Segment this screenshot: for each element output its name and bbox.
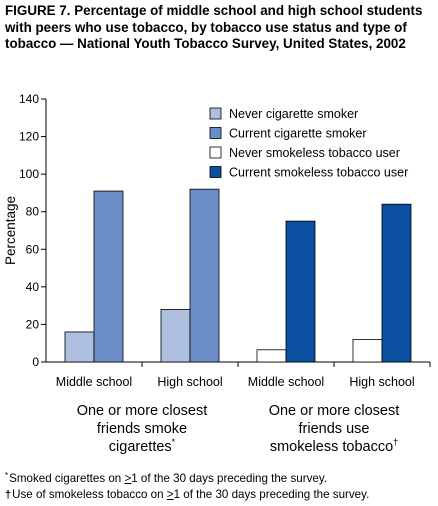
- x-tick-label: Middle school: [248, 375, 324, 389]
- bar-never_smokeless: [256, 349, 287, 363]
- bar-never_cigarette: [160, 308, 191, 363]
- legend-label: Never cigarette smoker: [229, 107, 358, 121]
- x-axis-labels: Middle school High school Middle school Hig…: [56, 375, 415, 455]
- legend-swatch-never_cigarette: [209, 107, 222, 120]
- footnote-cigarettes: *Smoked cigarettes on >1 of the 30 days …: [5, 468, 435, 487]
- y-tick-label: 60: [26, 242, 40, 256]
- figure-title: FIGURE 7. Percentage of middle school an…: [5, 3, 423, 51]
- legend-swatch-current_cigarette: [209, 127, 222, 139]
- footnote-mark: *: [5, 471, 9, 480]
- footnotes: *Smoked cigarettes on >1 of the 30 days …: [5, 468, 435, 503]
- x-tick-label: Middle school: [56, 375, 132, 389]
- legend-swatch-never_smokeless: [209, 146, 222, 159]
- footnote-symbol: >: [124, 472, 132, 485]
- y-tick-label: 20: [26, 317, 40, 331]
- footnote-text: Smoked cigarettes on: [9, 472, 125, 485]
- group-label-line: friends smoke: [97, 421, 187, 437]
- group-label-line: smokeless tobacco†: [270, 437, 398, 455]
- y-tick-label: 0: [32, 355, 39, 369]
- group-label-footnote-mark: *: [172, 437, 176, 447]
- legend-label: Never smokeless tobacco user: [229, 146, 400, 160]
- y-tick-label: 40: [26, 280, 40, 294]
- bar-current_cigarette: [93, 190, 124, 363]
- footnote-text: Use of smokeless tobacco on: [12, 488, 167, 501]
- bar-never_smokeless: [352, 339, 383, 363]
- chart-legend: Never cigarette smoker Current cigarette …: [209, 107, 408, 180]
- y-axis-label: Percentage: [3, 196, 18, 265]
- group-label-line: One or more closest: [269, 403, 400, 419]
- legend-label: Current cigarette smoker: [229, 127, 367, 141]
- legend-label: Current smokeless tobacco user: [229, 166, 408, 180]
- legend-swatch-current_smokeless: [209, 166, 222, 178]
- footnote-text: 1 of the 30 days preceding the survey.: [173, 488, 370, 501]
- group-label-line: friends use: [299, 421, 370, 437]
- chart-axes: 0 20 40 60 80 100 120 140 Percentage: [3, 92, 431, 369]
- footnote-text: 1 of the 30 days preceding the survey.: [131, 472, 327, 485]
- y-tick-label: 120: [19, 130, 39, 144]
- group-label-footnote-mark: †: [393, 437, 398, 447]
- bar-current_cigarette: [189, 188, 220, 363]
- group-label-line: cigarettes*: [109, 437, 176, 455]
- y-tick-label: 80: [26, 205, 40, 219]
- chart-bars: [64, 188, 412, 363]
- x-tick-label: High school: [157, 375, 222, 389]
- y-tick-label: 100: [19, 167, 39, 181]
- bar-never_cigarette: [64, 331, 95, 363]
- footnote-mark: †: [5, 489, 12, 501]
- bar-chart: 0 20 40 60 80 100 120 140 Percentage Middle scho…: [3, 92, 431, 455]
- footnote-smokeless: †Use of smokeless tobacco on >1 of the 3…: [5, 487, 435, 503]
- footnote-symbol: >: [166, 488, 174, 501]
- bar-current_smokeless: [381, 203, 412, 363]
- x-tick-label: High school: [349, 375, 414, 389]
- group-label-line: One or more closest: [77, 403, 208, 419]
- y-tick-label: 140: [19, 92, 39, 106]
- bar-current_smokeless: [285, 220, 316, 363]
